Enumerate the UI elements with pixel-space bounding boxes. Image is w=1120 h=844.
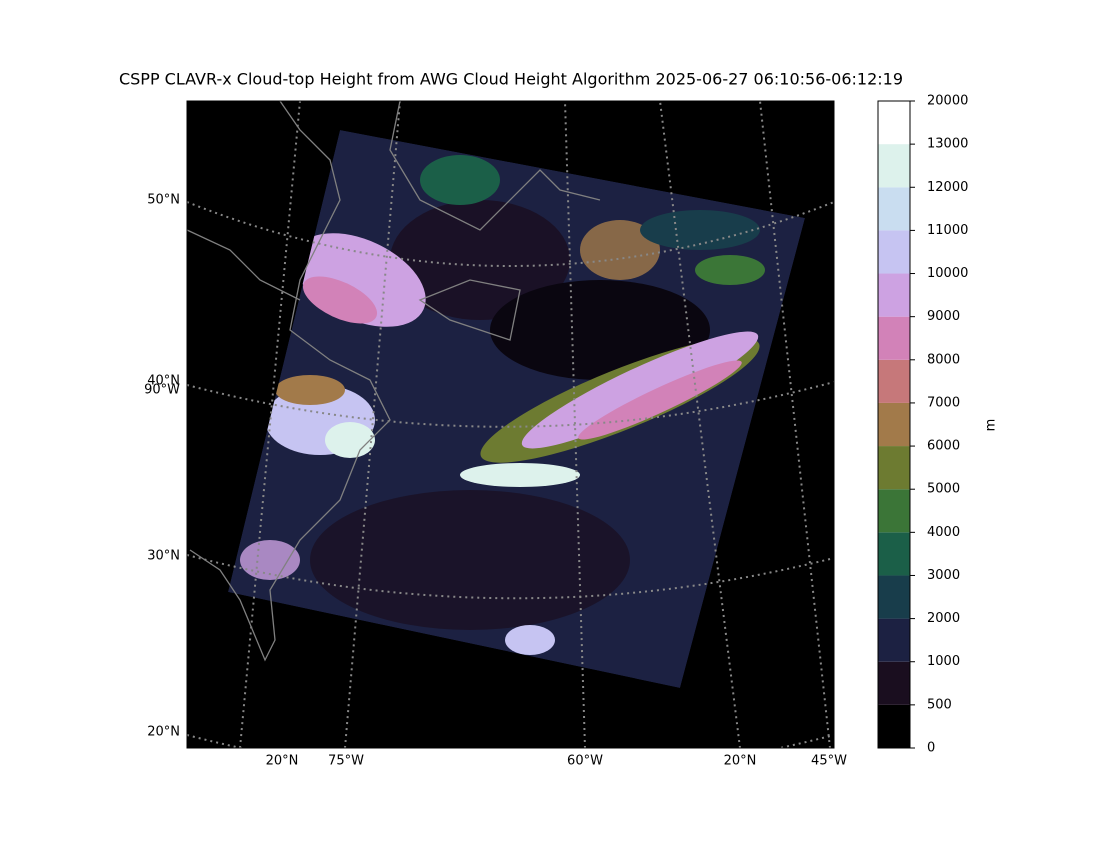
- colorbar-tick-label: 10000: [927, 266, 968, 281]
- colorbar-bin: [878, 618, 910, 662]
- graticule: [187, 101, 834, 748]
- colorbar-bin: [878, 661, 910, 705]
- colorbar-bin: [878, 101, 910, 145]
- colorbar-tick-label: 0: [927, 741, 935, 756]
- bottom-label: 20°N: [266, 754, 299, 769]
- map-frame: [186, 100, 835, 749]
- colorbar-tick-label: 5000: [927, 482, 960, 497]
- colorbar-bin: [878, 489, 910, 533]
- colorbar-bin: [878, 446, 910, 490]
- lat-label: 30°N: [147, 549, 180, 564]
- colorbar-frame: [877, 100, 911, 749]
- colorbar-bin: [878, 402, 910, 447]
- colorbar-tick-label: 11000: [927, 223, 968, 238]
- title: CSPP CLAVR-x Cloud-top Height from AWG C…: [119, 70, 903, 89]
- colorbar-tick-label: 2000: [927, 611, 960, 626]
- lat-label: 50°N: [147, 193, 180, 208]
- bottom-label: 20°N: [724, 754, 757, 769]
- colorbar: 0 500 1000 2000 3000 4000 5000 6000 7000 8000 9000…: [877, 94, 968, 756]
- colorbar-tick-label: 9000: [927, 309, 960, 324]
- bottom-label: 45°W: [811, 754, 847, 769]
- colorbar-bin: [878, 187, 910, 231]
- colorbar-label: m: [984, 419, 999, 432]
- bottom-label: 60°W: [567, 754, 603, 769]
- colorbar-bin: [878, 532, 910, 576]
- lat-label: 40°N: [147, 374, 180, 389]
- colorbar-bin: [878, 230, 910, 274]
- colorbar-bin: [878, 704, 910, 748]
- colorbar-tick-label: 500: [927, 697, 952, 712]
- coastlines: [187, 101, 601, 662]
- colorbar-tick-label: 6000: [927, 439, 960, 454]
- colorbar-tick-label: 1000: [927, 654, 960, 669]
- colorbar-tick-label: 3000: [927, 568, 960, 583]
- colorbar-tick-label: 20000: [927, 94, 968, 109]
- colorbar-bin: [878, 316, 910, 360]
- map: [186, 100, 835, 749]
- colorbar-tick-label: 7000: [927, 395, 960, 410]
- colorbar-tick-label: 4000: [927, 525, 960, 540]
- colorbar-tick-label: 13000: [927, 137, 968, 152]
- colorbar-tick-label: 12000: [927, 180, 968, 195]
- map-labels: 50°N 40°N 90°W 30°N 20°N 20°N 75°W 60°W …: [144, 193, 847, 769]
- colorbar-bin: [878, 273, 910, 317]
- colorbar-bin: [878, 575, 910, 619]
- lat-label: 20°N: [147, 725, 180, 740]
- cloud-swath: [228, 130, 805, 688]
- bottom-label: 75°W: [328, 754, 364, 769]
- colorbar-bin: [878, 144, 910, 188]
- colorbar-bin: [878, 359, 910, 403]
- lon-label: 90°W: [144, 383, 180, 398]
- colorbar-tick-label: 8000: [927, 352, 960, 367]
